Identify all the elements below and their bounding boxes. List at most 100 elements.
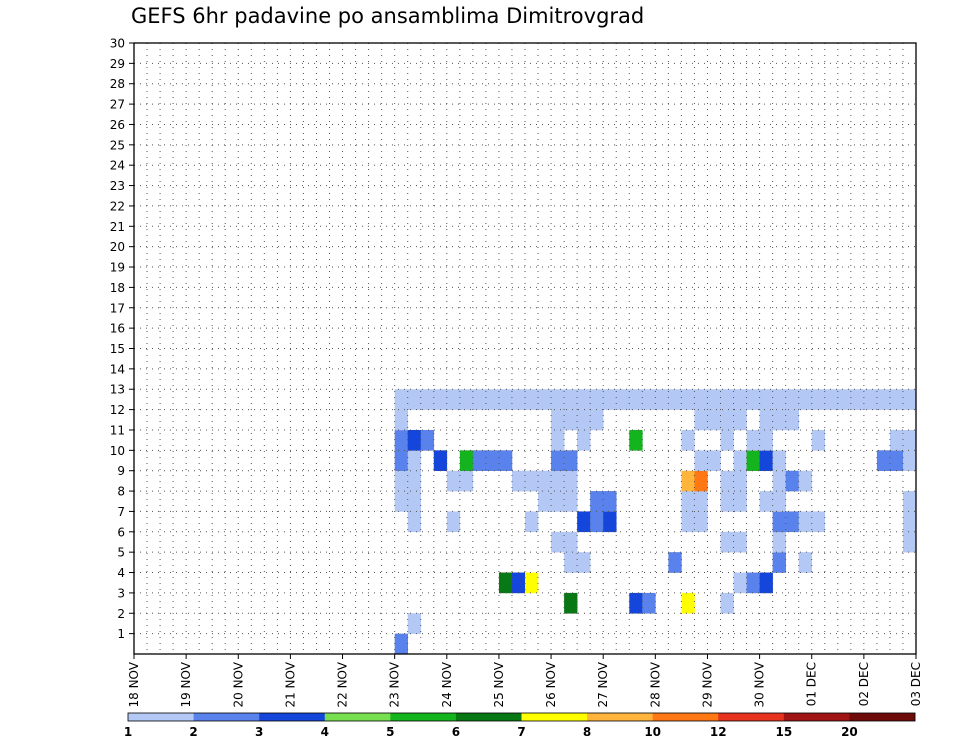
heatmap-cell	[525, 572, 539, 594]
colorbar-segment	[652, 713, 719, 721]
y-tick-label: 10	[110, 444, 125, 458]
y-tick-label: 4	[117, 566, 125, 580]
heatmap-cell	[577, 389, 591, 410]
heatmap-cell	[590, 409, 604, 431]
heatmap-cell	[681, 511, 695, 533]
heatmap-cell	[394, 491, 408, 512]
heatmap-cell	[759, 409, 773, 431]
heatmap-cell	[446, 389, 461, 410]
y-tick-label: 19	[110, 261, 125, 275]
y-tick-label: 2	[117, 607, 125, 621]
heatmap-cell	[629, 429, 643, 451]
heatmap-cell	[407, 470, 422, 492]
colorbar-segment	[193, 713, 260, 721]
x-tick-label: 27 NOV	[596, 661, 610, 707]
heatmap-cell	[694, 470, 708, 492]
heatmap-cell	[459, 389, 474, 410]
heatmap-cell	[681, 389, 695, 410]
heatmap-cell	[772, 470, 786, 492]
heatmap-cell	[603, 511, 617, 533]
heatmap-cell	[902, 491, 917, 512]
x-tick-label: 23 NOV	[388, 661, 402, 707]
colorbar-label: 1	[124, 725, 132, 739]
colorbar-segment	[128, 713, 194, 721]
heatmap-cell	[772, 409, 786, 431]
y-tick-label: 8	[117, 485, 125, 499]
y-tick-label: 12	[110, 403, 125, 417]
heatmap-cell	[707, 389, 721, 410]
heatmap-cell	[876, 450, 891, 471]
y-tick-label: 22	[110, 199, 125, 213]
x-tick-label: 19 NOV	[179, 661, 193, 707]
heatmap-cell	[564, 409, 578, 431]
heatmap-cell	[902, 429, 917, 451]
heatmap-cell	[902, 531, 917, 553]
heatmap-cell	[811, 511, 826, 533]
heatmap-cell	[564, 491, 578, 512]
heatmap-cell	[577, 552, 591, 573]
heatmap-cell	[785, 511, 799, 533]
colorbar-segment	[390, 713, 457, 721]
heatmap-cell	[433, 389, 448, 410]
heatmap-cell	[407, 450, 422, 471]
heatmap-cell	[511, 470, 526, 492]
heatmap-cell	[551, 531, 565, 553]
colorbar-label: 5	[386, 725, 394, 739]
heatmap-cell	[511, 389, 526, 410]
colorbar-label: 10	[644, 725, 661, 739]
heatmap-cell	[889, 429, 904, 451]
heatmap-cell	[694, 409, 708, 431]
colorbar-label: 8	[583, 725, 591, 739]
heatmap-cell	[407, 613, 422, 634]
colorbar-frame	[127, 712, 916, 722]
colorbar-segment	[783, 713, 850, 721]
heatmap-cell	[394, 389, 408, 410]
heatmap-cell	[538, 389, 552, 410]
x-tick-label: 28 NOV	[648, 661, 662, 707]
heatmap-cell	[733, 409, 747, 431]
heatmap-cell	[498, 572, 513, 594]
x-tick-label: 25 NOV	[492, 661, 506, 707]
heatmap-cell	[577, 511, 591, 533]
heatmap-cell	[668, 552, 682, 573]
heatmap-cell	[538, 470, 552, 492]
heatmap-cell	[407, 429, 422, 451]
colorbar-segment	[521, 713, 588, 721]
colorbar-label: 7	[517, 725, 525, 739]
heatmap-cell	[564, 592, 578, 614]
colorbar-segment	[587, 713, 653, 721]
heatmap-cell	[694, 511, 708, 533]
x-tick-label: 20 NOV	[231, 661, 245, 707]
colorbar-label: 3	[255, 725, 263, 739]
heatmap-cell	[577, 429, 591, 451]
y-tick-label: 27	[110, 98, 125, 112]
y-tick-label: 15	[110, 342, 125, 356]
x-tick-label: 26 NOV	[544, 661, 558, 707]
x-tick-label: 02 DEC	[857, 662, 871, 706]
heatmap-cell	[603, 389, 617, 410]
colorbar-segment	[849, 713, 916, 721]
y-tick-label: 6	[117, 525, 125, 539]
heatmap-cell	[759, 572, 773, 594]
y-tick-label: 18	[110, 281, 125, 295]
colorbar-segment	[455, 713, 522, 721]
colorbar-label: 12	[710, 725, 727, 739]
colorbar-segment	[718, 713, 785, 721]
x-tick-label: 22 NOV	[336, 661, 350, 707]
colorbar-segment	[259, 713, 326, 721]
x-tick-label: 21 NOV	[283, 661, 297, 707]
heatmap-cell	[498, 450, 513, 471]
heatmap-cell	[837, 389, 852, 410]
heatmap-cell	[720, 491, 734, 512]
heatmap-cell	[525, 511, 539, 533]
y-tick-label: 13	[110, 383, 125, 397]
x-tick-label: 24 NOV	[440, 661, 454, 707]
heatmap-cell	[759, 450, 773, 471]
heatmap-cell	[551, 429, 565, 451]
y-tick-label: 7	[117, 505, 125, 519]
heatmap-cell	[433, 450, 448, 471]
heatmap-cell	[772, 511, 786, 533]
heatmap-cell	[420, 389, 435, 410]
heatmap-cell	[407, 389, 422, 410]
heatmap-cell	[564, 552, 578, 573]
